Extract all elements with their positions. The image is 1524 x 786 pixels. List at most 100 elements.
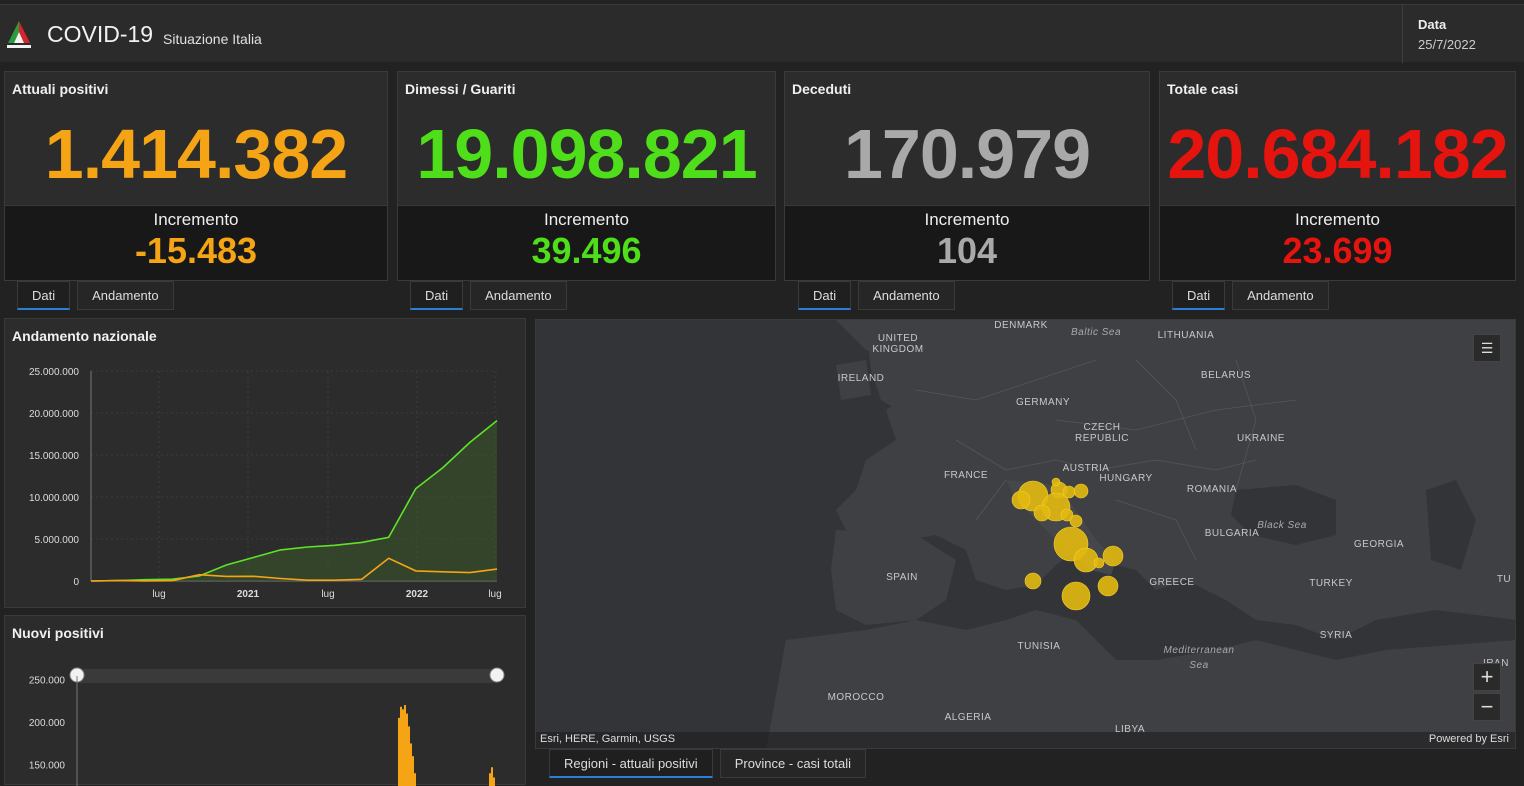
map-label: TURKEY: [1309, 578, 1353, 589]
caspian-edge: [1426, 480, 1476, 570]
map-label: GERMANY: [1016, 397, 1070, 408]
card-title: Dimessi / Guariti: [405, 81, 516, 97]
y-tick-label: 0: [73, 577, 79, 588]
card-title: Attuali positivi: [12, 81, 109, 97]
tab-dati[interactable]: Dati: [410, 281, 464, 310]
card-value: 170.979: [843, 115, 1091, 193]
bar[interactable]: [410, 743, 412, 786]
y-tick-label: 20.000.000: [29, 409, 79, 420]
bar[interactable]: [414, 773, 416, 786]
date-box: Data 25/7/2022: [1402, 5, 1524, 63]
card-deceduti: Deceduti 170.979 Incremento 104: [784, 71, 1150, 281]
tab-dati[interactable]: Dati: [798, 281, 852, 310]
bar[interactable]: [489, 773, 491, 786]
map-label: Baltic Sea: [1071, 327, 1121, 338]
map-label: ALGERIA: [945, 712, 992, 723]
y-tick-label: 200.000: [29, 718, 66, 729]
y-tick-label: 15.000.000: [29, 451, 79, 462]
map-label: BELARUS: [1201, 370, 1251, 381]
nuovi-positivi-panel: Nuovi positivi 250.000 200.000 150.000: [4, 615, 526, 786]
increment-label: Incremento: [1294, 210, 1381, 229]
card-tabs-guariti: Dati Andamento: [410, 281, 574, 311]
card-title: Totale casi: [1167, 81, 1239, 97]
x-tick-label: lug: [321, 589, 334, 600]
map-label: AUSTRIA: [1063, 463, 1110, 474]
bar[interactable]: [491, 767, 493, 786]
bar[interactable]: [408, 726, 410, 786]
map-label: Sea: [1189, 660, 1208, 671]
tab-regioni[interactable]: Regioni - attuali positivi: [549, 749, 713, 778]
map-label: HUNGARY: [1099, 473, 1152, 484]
map-label: GREECE: [1149, 577, 1194, 588]
bar[interactable]: [400, 706, 402, 786]
card-tabs-attuali: Dati Andamento: [17, 281, 181, 311]
map-label: SPAIN: [886, 572, 918, 583]
card-value: 1.414.382: [44, 115, 348, 193]
zoom-out-button[interactable]: −: [1473, 693, 1501, 721]
panel-title: Andamento nazionale: [12, 328, 157, 344]
bar[interactable]: [402, 709, 404, 786]
card-value: 19.098.821: [416, 115, 757, 193]
powered-by-esri[interactable]: Powered by Esri: [1428, 733, 1509, 745]
map-label: Black Sea: [1257, 520, 1307, 531]
app-subtitle: Situazione Italia: [163, 31, 262, 47]
app-header: COVID-19 Situazione Italia Data 25/7/202…: [0, 4, 1524, 63]
y-tick-label: 150.000: [29, 761, 66, 772]
land-uk: [866, 320, 946, 415]
map-label: Mediterranean: [1164, 645, 1235, 656]
y-tick-label: 25.000.000: [29, 367, 79, 378]
land-europe: [836, 320, 1515, 640]
series-line[interactable]: [90, 557, 498, 582]
date-label: Data: [1418, 17, 1447, 32]
protezione-civile-logo: [7, 21, 31, 48]
map-label: LIBYA: [1115, 724, 1145, 735]
map-label: MOROCCO: [828, 692, 885, 703]
map-label: IRELAND: [838, 373, 885, 384]
tab-andamento[interactable]: Andamento: [77, 281, 174, 310]
nuovi-positivi-chart[interactable]: 250.000 200.000 150.000: [5, 616, 525, 786]
card-increment-box: Incremento 104: [785, 205, 1149, 280]
tab-province[interactable]: Province - casi totali: [719, 749, 867, 778]
tab-andamento[interactable]: Andamento: [1232, 281, 1329, 310]
tab-andamento[interactable]: Andamento: [858, 281, 955, 310]
increment-label: Incremento: [543, 210, 630, 229]
series-area: [91, 420, 497, 581]
increment-label: Incremento: [924, 210, 1010, 229]
zoom-in-button[interactable]: +: [1473, 663, 1501, 691]
date-value: 25/7/2022: [1418, 37, 1476, 52]
series-line[interactable]: [90, 419, 498, 582]
land-africa: [766, 610, 1515, 748]
map-label: TU: [1497, 574, 1511, 585]
tab-dati[interactable]: Dati: [17, 281, 71, 310]
map-attribution: Esri, HERE, Garmin, USGS Powered by Esri: [536, 732, 1515, 748]
bar[interactable]: [406, 713, 408, 786]
map-label: TUNISIA: [1018, 641, 1061, 652]
increment-value: 39.496: [531, 230, 642, 271]
card-tabs-totale: Dati Andamento: [1172, 281, 1336, 311]
map-tabs: Regioni - attuali positivi Province - ca…: [549, 749, 873, 779]
range-slider-track[interactable]: [77, 669, 497, 683]
tab-andamento[interactable]: Andamento: [470, 281, 567, 310]
map-label: UKRAINE: [1237, 433, 1285, 444]
map-view[interactable]: DENMARK Baltic Sea LITHUANIA UNITED KINGDOM I…: [535, 319, 1516, 749]
range-slider-handle-right[interactable]: [489, 667, 505, 683]
x-tick-label: 2022: [406, 589, 429, 600]
legend-list-icon[interactable]: ☰: [1473, 334, 1501, 362]
panel-title: Nuovi positivi: [12, 625, 104, 641]
card-increment-box: Incremento 23.699: [1160, 205, 1515, 280]
map-label: REPUBLIC: [1075, 433, 1129, 444]
map-label: FRANCE: [944, 470, 988, 481]
increment-label: Incremento: [153, 210, 239, 229]
andamento-chart[interactable]: 25.000.000 20.000.000 15.000.000 10.000.000…: [5, 319, 525, 607]
bar[interactable]: [412, 756, 414, 786]
increment-value: -15.483: [134, 230, 258, 271]
x-tick-label: lug: [488, 589, 501, 600]
card-title: Deceduti: [792, 81, 852, 97]
bar[interactable]: [398, 717, 400, 786]
andamento-panel: Andamento nazionale 25.000.000 20.000.000…: [4, 318, 526, 608]
tab-dati[interactable]: Dati: [1172, 281, 1226, 310]
bar[interactable]: [404, 705, 406, 786]
attribution-text: Esri, HERE, Garmin, USGS: [540, 733, 676, 745]
increment-value: 104: [936, 230, 998, 271]
